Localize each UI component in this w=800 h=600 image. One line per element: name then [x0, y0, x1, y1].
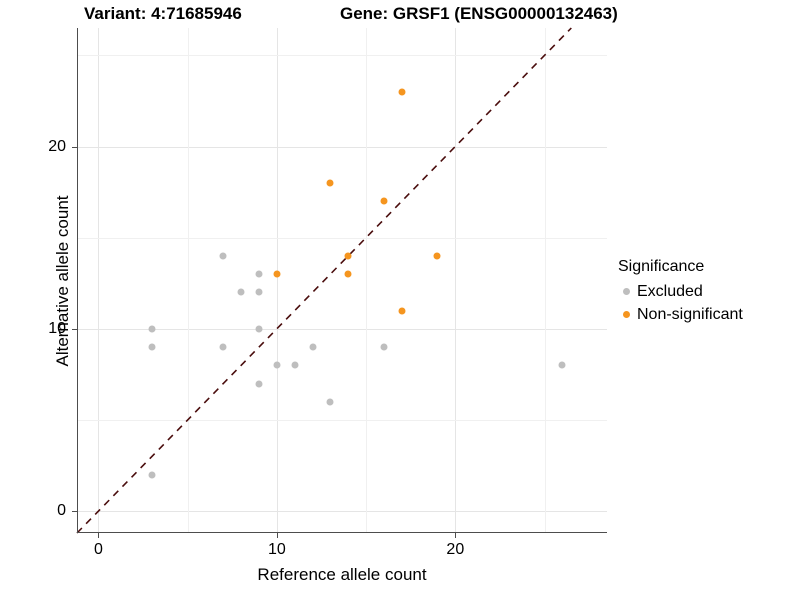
gridline-horizontal-10	[77, 328, 607, 330]
data-point	[219, 252, 227, 260]
y-axis-line	[77, 28, 79, 533]
legend-item-non-significant[interactable]: Non-significant	[618, 303, 743, 326]
data-point	[273, 361, 281, 369]
data-point	[255, 380, 263, 387]
plot-panel: 0 10 20 0 10 20 Alternative allele count Refe…	[48, 27, 607, 584]
legend-item-label: Excluded	[637, 282, 703, 300]
y-tick-mark-20	[72, 146, 77, 148]
data-point	[148, 343, 156, 351]
gridline-horizontal-0	[77, 511, 607, 513]
legend-dot-icon	[622, 288, 630, 295]
data-point	[237, 288, 245, 296]
data-point	[255, 288, 263, 296]
gridline-horizontal-25	[77, 55, 607, 57]
y-tick-label-10: 10	[48, 319, 66, 337]
data-point	[380, 197, 388, 205]
data-point	[326, 398, 334, 406]
legend: Significance Excluded Non-significant	[618, 258, 743, 326]
data-point	[148, 325, 156, 333]
data-point	[291, 361, 299, 369]
legend-key-swatch	[618, 311, 634, 318]
gridline-vertical-0	[98, 28, 100, 533]
x-axis-label: Reference allele count	[257, 565, 427, 584]
y-tick-mark-0	[72, 511, 77, 513]
data-point	[433, 252, 441, 260]
legend-items: Excluded Non-significant	[618, 280, 743, 326]
gene-title: Gene: GRSF1 (ENSG00000132463)	[340, 4, 618, 23]
y-tick-label-0: 0	[57, 502, 66, 520]
data-point	[255, 270, 263, 278]
x-tick-mark-10	[276, 533, 278, 538]
data-point	[255, 325, 263, 333]
x-tick-label-20: 20	[446, 541, 465, 558]
data-point	[380, 343, 388, 351]
data-point	[344, 252, 352, 260]
data-point	[273, 270, 281, 278]
y-tick-label-20: 20	[48, 137, 66, 155]
gridline-vertical-15	[366, 28, 368, 533]
data-point	[219, 343, 227, 351]
legend-dot-icon	[622, 311, 630, 318]
variant-title: Variant: 4:71685946	[84, 4, 242, 23]
data-point	[344, 270, 352, 278]
y-tick-mark-10	[72, 328, 77, 330]
gridline-vertical-10	[276, 28, 278, 533]
x-axis-line	[77, 531, 607, 533]
gridline-horizontal-20	[77, 146, 607, 148]
x-tick-mark-20	[455, 533, 457, 538]
gridline-vertical-25	[544, 28, 546, 533]
legend-key-swatch	[618, 288, 634, 295]
x-tick-label-10: 10	[267, 541, 286, 558]
gridline-vertical-5	[187, 28, 189, 533]
data-point	[148, 471, 156, 479]
legend-title: Significance	[618, 258, 705, 275]
legend-item-excluded[interactable]: Excluded	[618, 280, 743, 303]
gridline-horizontal-5	[77, 419, 607, 421]
gridline-horizontal-15	[77, 237, 607, 239]
y-axis-label: Alternative allele count	[53, 194, 72, 367]
data-point	[326, 179, 334, 187]
x-tick-mark-0	[98, 533, 100, 538]
data-point	[309, 343, 317, 351]
legend-item-label: Non-significant	[637, 305, 743, 323]
data-point	[398, 307, 406, 315]
plot-background	[77, 28, 607, 533]
data-point	[558, 361, 566, 369]
x-tick-label-0: 0	[93, 541, 103, 558]
data-point	[398, 88, 406, 96]
gridline-vertical-20	[455, 28, 457, 533]
